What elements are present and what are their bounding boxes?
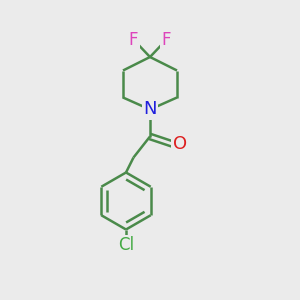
Text: O: O bbox=[173, 135, 187, 153]
Text: N: N bbox=[143, 100, 157, 118]
Text: Cl: Cl bbox=[118, 236, 134, 254]
Text: F: F bbox=[162, 31, 171, 49]
Text: F: F bbox=[129, 31, 138, 49]
